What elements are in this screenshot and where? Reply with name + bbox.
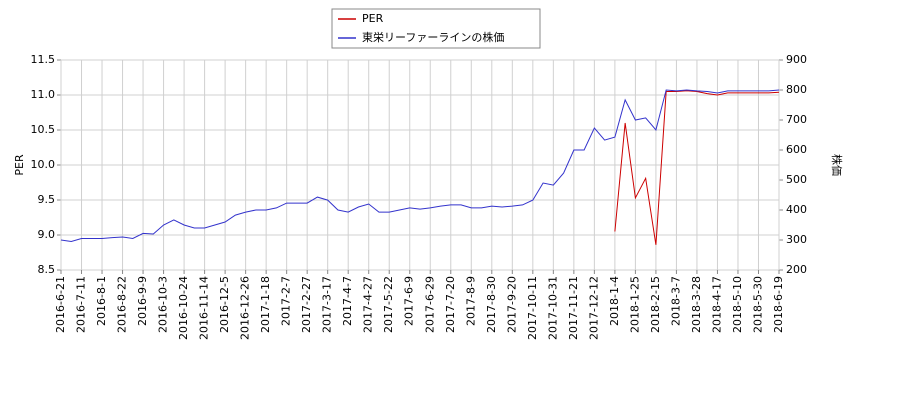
y-tick-label: 10.5 (31, 123, 56, 136)
y2-tick-label: 800 (786, 83, 807, 96)
x-tick-label: 2017-6-9 (403, 276, 416, 326)
y2-tick-label: 400 (786, 203, 807, 216)
x-tick-label: 2016-10-24 (177, 276, 190, 340)
y-tick-label: 11.0 (31, 88, 56, 101)
x-tick-label: 2016-11-14 (198, 276, 211, 340)
x-tick-label: 2017-5-22 (382, 276, 395, 333)
x-tick-label: 2018-3-28 (690, 276, 703, 333)
y2-tick-label: 200 (786, 263, 807, 276)
x-tick-label: 2017-12-12 (587, 276, 600, 340)
x-tick-label: 2017-6-29 (423, 276, 436, 333)
x-tick-label: 2018-5-10 (731, 276, 744, 333)
x-tick-label: 2018-2-15 (649, 276, 662, 333)
legend (331, 8, 541, 49)
y-tick-label: 11.5 (31, 53, 56, 66)
x-tick-label: 2017-1-18 (259, 276, 272, 333)
x-tick-label: 2017-10-31 (546, 276, 559, 340)
y-tick-label: 10.0 (31, 158, 56, 171)
x-tick-label: 2016-12-26 (239, 276, 252, 340)
x-tick-label: 2017-9-20 (505, 276, 518, 333)
x-tick-label: 2018-3-7 (669, 276, 682, 326)
x-tick-label: 2018-5-30 (751, 276, 764, 333)
x-tick-label: 2016-8-22 (116, 276, 129, 333)
x-tick-label: 2017-7-20 (444, 276, 457, 333)
series-line (60, 89, 780, 243)
y-tick-label: 9.5 (38, 193, 56, 206)
x-tick-label: 2016-10-3 (157, 276, 170, 333)
x-tick-label: 2016-9-9 (136, 276, 149, 326)
y-axis-label: PER (13, 154, 26, 176)
y2-tick-label: 600 (786, 143, 807, 156)
legend-label: 東栄リーファーラインの株価 (362, 30, 504, 44)
x-tick-label: 2018-6-19 (772, 276, 785, 333)
y-tick-label: 9.0 (38, 228, 56, 241)
y2-tick-label: 900 (786, 53, 807, 66)
x-tick-label: 2017-4-7 (341, 276, 354, 326)
x-tick-label: 2016-8-1 (95, 276, 108, 326)
x-tick-label: 2017-8-30 (485, 276, 498, 333)
x-tick-label: 2018-4-17 (710, 276, 723, 333)
y2-axis-label: 株価 (830, 154, 844, 176)
x-tick-label: 2017-4-27 (362, 276, 375, 333)
x-tick-label: 2016-6-21 (54, 276, 67, 333)
x-tick-label: 2017-2-7 (280, 276, 293, 326)
y2-tick-label: 300 (786, 233, 807, 246)
x-tick-label: 2017-8-9 (464, 276, 477, 326)
x-tick-label: 2018-1-4 (608, 276, 621, 326)
x-tick-label: 2017-2-27 (300, 276, 313, 333)
x-tick-label: 2017-3-17 (321, 276, 334, 333)
x-tick-label: 2016-7-11 (75, 276, 88, 333)
x-tick-label: 2018-1-25 (628, 276, 641, 333)
x-tick-label: 2017-10-11 (526, 276, 539, 340)
y-tick-label: 8.5 (38, 263, 56, 276)
series-line (614, 90, 780, 245)
x-tick-label: 2016-12-5 (218, 276, 231, 333)
legend-label: PER (362, 12, 384, 25)
y2-tick-label: 500 (786, 173, 807, 186)
x-tick-label: 2017-11-21 (567, 276, 580, 340)
y2-tick-label: 700 (786, 113, 807, 126)
